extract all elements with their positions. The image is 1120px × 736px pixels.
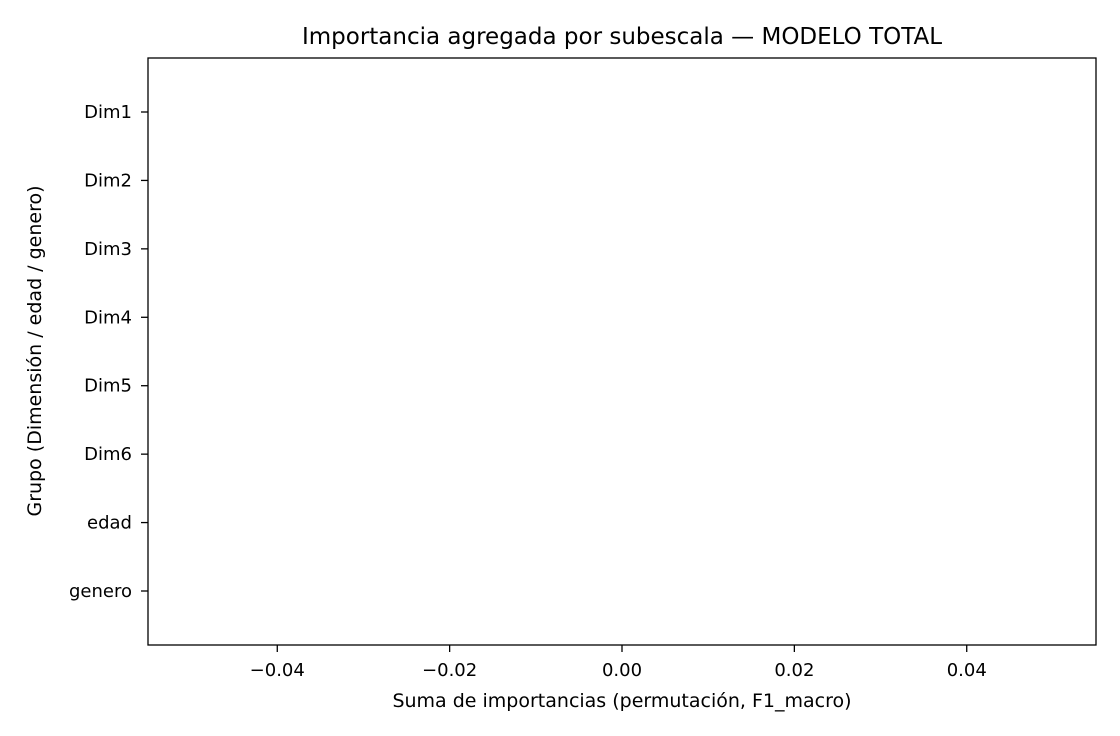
x-axis-label: Suma de importancias (permutación, F1_ma… <box>392 690 851 712</box>
y-tick-label: Dim6 <box>84 444 132 465</box>
y-tick-label: genero <box>69 581 132 602</box>
y-tick-label: edad <box>87 513 132 534</box>
y-axis-label: Grupo (Dimensión / edad / genero) <box>24 185 46 516</box>
x-tick-label: −0.02 <box>422 660 477 681</box>
x-tick-label: 0.00 <box>602 660 642 681</box>
y-tick-label: Dim3 <box>84 239 132 260</box>
chart-title: Importancia agregada por subescala — MOD… <box>302 24 942 50</box>
x-axis: −0.04 −0.02 0.00 0.02 0.04 <box>250 645 987 681</box>
y-tick-label: Dim4 <box>84 307 132 328</box>
y-tick-label: Dim2 <box>84 170 132 191</box>
y-tick-label: Dim1 <box>84 102 132 123</box>
plot-area <box>147 57 1097 646</box>
x-tick-label: −0.04 <box>250 660 305 681</box>
y-tick-label: Dim5 <box>84 376 132 397</box>
y-axis: Dim1 Dim2 Dim3 Dim4 Dim5 Dim6 edad genero <box>69 102 148 602</box>
x-tick-label: 0.02 <box>774 660 814 681</box>
x-tick-label: 0.04 <box>947 660 987 681</box>
